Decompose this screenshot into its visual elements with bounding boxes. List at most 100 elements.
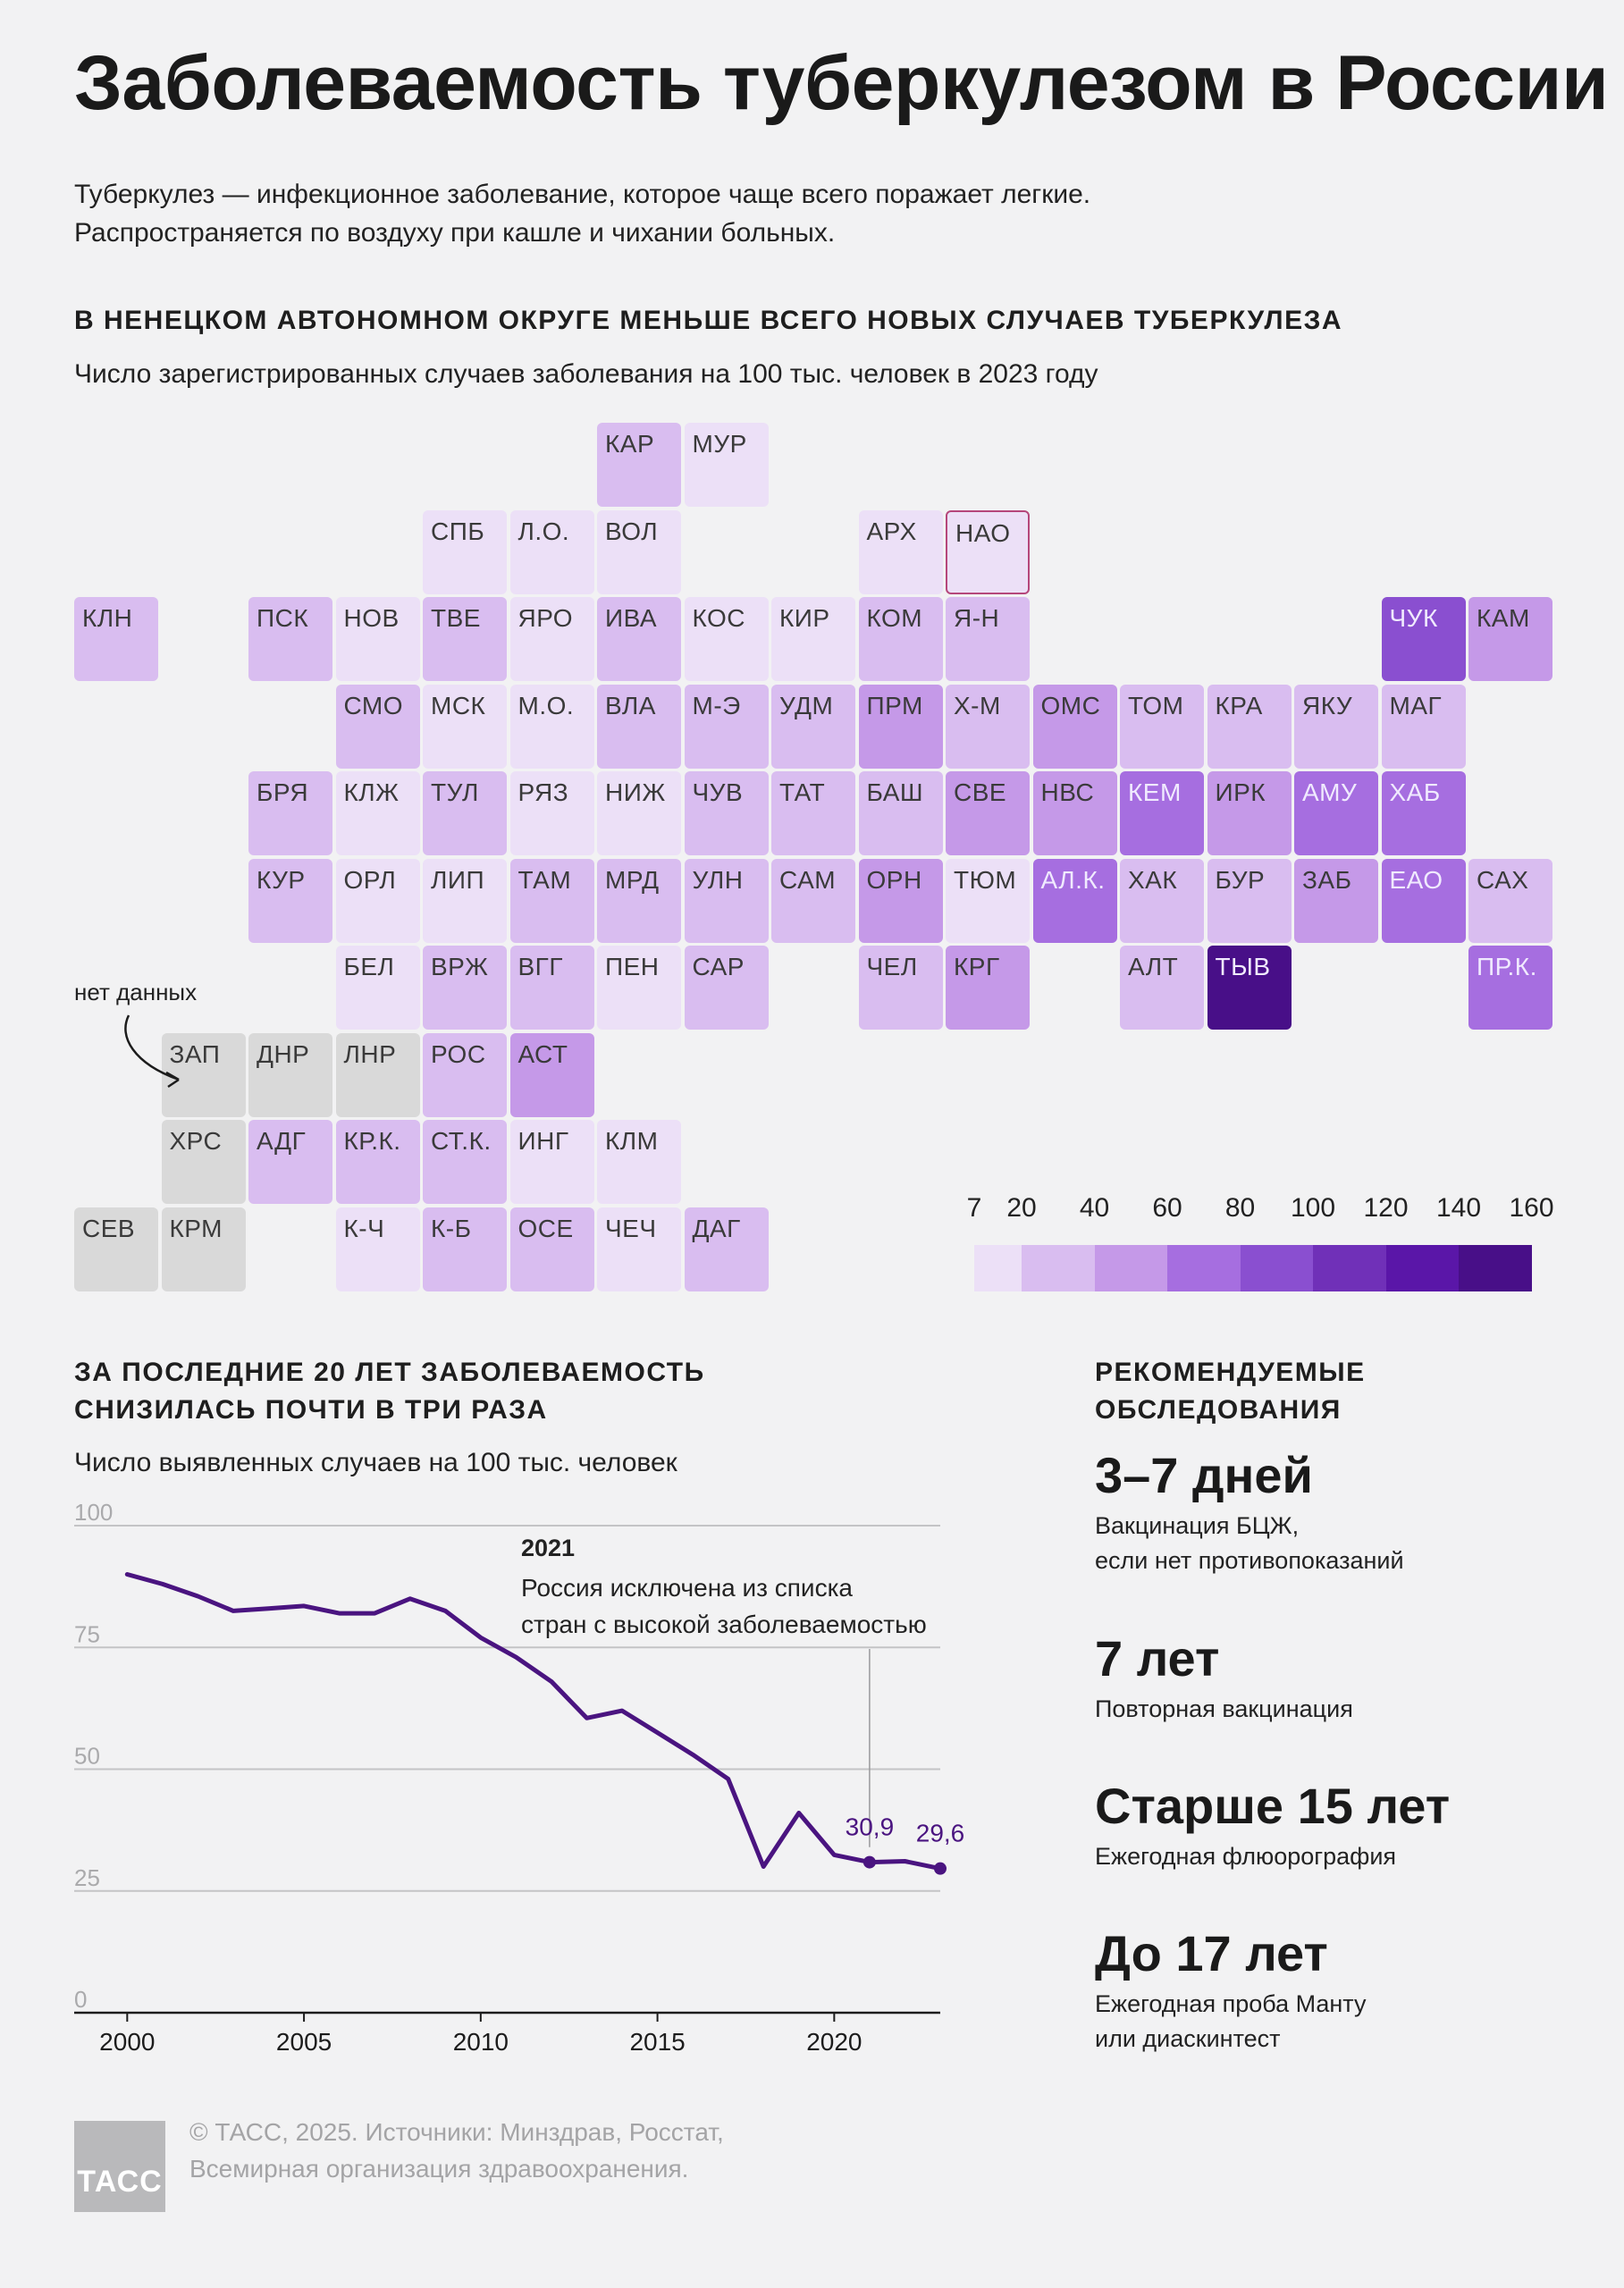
region-tile: ПРМ	[858, 684, 943, 769]
legend-tick-label: 140	[1435, 1193, 1482, 1223]
region-tile: НАО	[946, 509, 1030, 594]
annotation-line-1: Россия исключена из списка	[521, 1574, 853, 1602]
trend-heading: ЗА ПОСЛЕДНИЕ 20 ЛЕТ ЗАБОЛЕВАЕМОСТЬ СНИЗИ…	[74, 1354, 807, 1429]
region-tile: К-Б	[423, 1207, 507, 1291]
region-tile: ОМС	[1032, 684, 1117, 769]
region-tile: УЛН	[684, 858, 769, 943]
region-tile: МСК	[423, 684, 507, 769]
region-label: САХ	[1477, 865, 1529, 894]
intro-line-1: Туберкулез — инфекционное заболевание, к…	[74, 180, 1091, 209]
region-label: КАМ	[1477, 604, 1530, 632]
region-tile: ТУЛ	[423, 771, 507, 855]
region-tile: АСТ	[509, 1032, 594, 1117]
region-tile: САР	[684, 946, 769, 1030]
region-tile: ТЮМ	[946, 858, 1030, 943]
region-label: ТЫВ	[1215, 953, 1271, 980]
region-label: МСК	[431, 691, 486, 719]
region-label: СВЕ	[954, 778, 1007, 806]
region-label: ТЮМ	[954, 865, 1017, 894]
map-heading: В НЕНЕЦКОМ АВТОНОМНОМ ОКРУГЕ МЕНЬШЕ ВСЕГ…	[74, 306, 1343, 335]
region-label: КЛМ	[605, 1127, 659, 1155]
recommendation-value: До 17 лет	[1095, 1925, 1328, 1981]
region-tile: НОВ	[335, 597, 420, 681]
region-label: ИРК	[1215, 778, 1266, 806]
region-label: МРД	[605, 865, 660, 894]
y-tick-label: 75	[74, 1620, 100, 1647]
data-label: 30,9	[846, 1813, 895, 1841]
region-label: АСТ	[517, 1039, 568, 1068]
region-label: ОМС	[1040, 691, 1101, 719]
region-label: АМУ	[1302, 778, 1358, 806]
legend-tick-label: 60	[1152, 1193, 1182, 1223]
y-tick-label: 25	[74, 1864, 100, 1891]
region-tile: ЯКУ	[1294, 684, 1378, 769]
region-tile: Х-М	[946, 684, 1030, 769]
region-tile: АМУ	[1294, 771, 1378, 855]
region-label: МАГ	[1389, 691, 1443, 719]
region-tile: ЛИП	[423, 858, 507, 943]
legend-swatch	[1240, 1245, 1313, 1291]
region-label: ВОЛ	[605, 517, 659, 545]
region-label: РЯЗ	[517, 778, 569, 806]
region-label: НАО	[955, 518, 1011, 547]
region-tile: САХ	[1468, 858, 1552, 943]
region-tile: УДМ	[771, 684, 855, 769]
y-tick-label: 0	[74, 1986, 87, 2013]
region-label: НОВ	[343, 604, 400, 632]
nodata-arrow-icon	[124, 1014, 180, 1089]
region-tile: ТВЕ	[423, 597, 507, 681]
region-label: КЛН	[82, 604, 133, 632]
region-tile: ДНР	[248, 1032, 332, 1117]
region-tile: КЛН	[74, 597, 158, 681]
region-label: Л.О.	[517, 517, 570, 545]
trend-heading-line-2: СНИЗИЛАСЬ ПОЧТИ В ТРИ РАЗА	[74, 1395, 548, 1425]
region-tile: ТАТ	[771, 771, 855, 855]
region-label: СПБ	[431, 517, 485, 545]
page-title: Заболеваемость туберкулезом в России	[74, 40, 1609, 126]
legend-swatch	[1459, 1245, 1532, 1291]
region-label: ЧУК	[1389, 604, 1438, 632]
tile-map: КАР МУР СПБ Л.О. ВОЛ АРХ НАО КЛН ПСК НОВ ТВЕ ЯРО ИВА…	[74, 423, 1552, 1291]
region-tile: КУР	[248, 858, 332, 943]
recommendation-item: Старше 15 лет Ежегодная флюорография	[1095, 1779, 1450, 1874]
y-tick-label: 100	[74, 1499, 113, 1526]
region-tile: ТОМ	[1120, 684, 1204, 769]
region-tile: ИНГ	[509, 1120, 594, 1204]
region-tile: ЧЕЛ	[858, 946, 943, 1030]
recommendation-text: Вакцинация БЦЖ, если нет противопоказани…	[1095, 1509, 1404, 1578]
region-label: НВС	[1040, 778, 1095, 806]
region-tile: РЯЗ	[509, 771, 594, 855]
legend-swatch	[1385, 1245, 1459, 1291]
region-tile: БЕЛ	[335, 946, 420, 1030]
region-label: ЕАО	[1389, 865, 1443, 894]
region-label: ТВЕ	[431, 604, 481, 632]
region-tile: КРА	[1207, 684, 1292, 769]
region-label: ЛНР	[343, 1039, 397, 1068]
region-label: К-Ч	[343, 1214, 385, 1242]
region-tile: БУР	[1207, 858, 1292, 943]
region-tile: ЗАБ	[1294, 858, 1378, 943]
tass-logo: ТАСС	[74, 2121, 165, 2212]
region-tile: ПЕН	[597, 946, 681, 1030]
region-label: ТОМ	[1128, 691, 1184, 719]
region-label: КУР	[257, 865, 306, 894]
region-tile: КРМ	[161, 1207, 246, 1291]
region-tile: АРХ	[858, 509, 943, 594]
trend-subtitle: Число выявленных случаев на 100 тыс. чел…	[74, 1448, 677, 1477]
region-tile: ПСК	[248, 597, 332, 681]
region-label: МУР	[692, 430, 747, 458]
region-label: КЕМ	[1128, 778, 1182, 806]
region-tile: АДГ	[248, 1120, 332, 1204]
region-tile: ВРЖ	[423, 946, 507, 1030]
region-tile: РОС	[423, 1032, 507, 1117]
recommendation-text: Ежегодная проба Манту или диаскинтест	[1095, 1987, 1366, 2057]
legend-swatch	[1094, 1245, 1167, 1291]
region-label: НИЖ	[605, 778, 666, 806]
region-tile: КАР	[597, 423, 681, 507]
region-tile: МРД	[597, 858, 681, 943]
region-tile: ИРК	[1207, 771, 1292, 855]
data-label: 29,6	[916, 1820, 965, 1847]
region-label: ОРЛ	[343, 865, 397, 894]
region-label: ЯКУ	[1302, 691, 1353, 719]
region-label: ТАМ	[517, 865, 572, 894]
